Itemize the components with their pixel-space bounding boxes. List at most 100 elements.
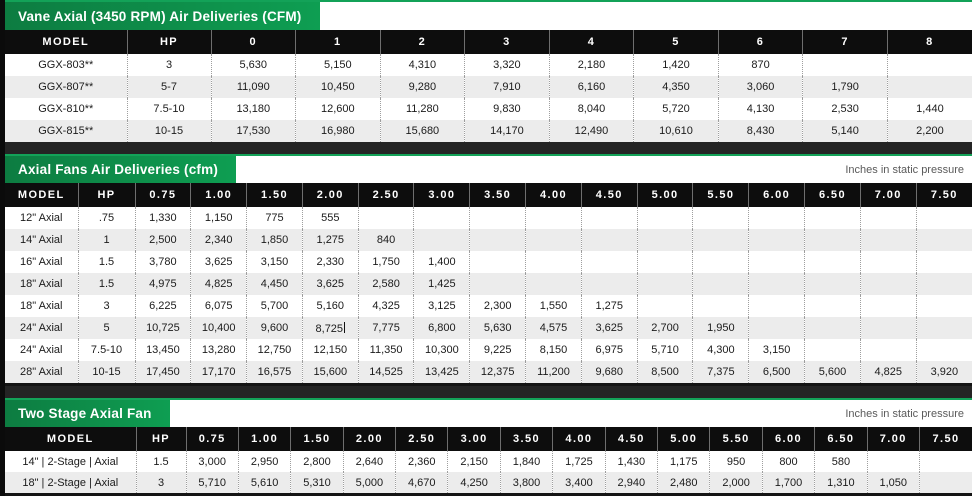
data-cell[interactable]: 1,425 — [413, 273, 470, 295]
model-cell[interactable]: GGX-807** — [5, 76, 127, 98]
data-cell[interactable] — [692, 273, 749, 295]
hp-cell[interactable]: 10-15 — [126, 120, 211, 142]
data-cell[interactable]: 13,425 — [413, 361, 470, 383]
data-cell[interactable] — [580, 229, 638, 251]
data-cell[interactable]: 16,980 — [295, 120, 381, 142]
data-cell[interactable] — [859, 207, 917, 229]
hp-cell[interactable]: 7.5-10 — [126, 98, 211, 120]
data-cell[interactable] — [804, 339, 861, 361]
hp-cell[interactable]: 1.5 — [77, 273, 135, 295]
data-cell[interactable] — [915, 295, 972, 317]
hp-cell[interactable]: 1.5 — [77, 251, 135, 273]
data-cell[interactable]: 6,500 — [748, 361, 805, 383]
data-cell[interactable]: 4,310 — [379, 54, 465, 76]
data-cell[interactable]: 4,670 — [395, 472, 448, 493]
data-cell[interactable] — [804, 273, 861, 295]
data-cell[interactable]: 2,950 — [237, 451, 291, 472]
data-cell[interactable]: 4,575 — [525, 317, 582, 339]
data-cell[interactable]: 800 — [761, 451, 815, 472]
data-cell[interactable] — [915, 207, 972, 229]
data-cell[interactable]: 4,250 — [447, 472, 501, 493]
data-cell[interactable]: 9,680 — [580, 361, 638, 383]
data-cell[interactable]: 2,300 — [469, 295, 526, 317]
data-cell[interactable]: 555 — [301, 207, 359, 229]
data-cell[interactable]: 1,420 — [633, 54, 719, 76]
data-cell[interactable] — [692, 229, 749, 251]
data-cell[interactable] — [804, 251, 861, 273]
data-cell[interactable]: 11,350 — [357, 339, 414, 361]
data-cell[interactable]: 15,680 — [379, 120, 465, 142]
model-cell[interactable]: 18" Axial — [5, 295, 78, 317]
data-cell[interactable] — [748, 207, 805, 229]
data-cell[interactable] — [886, 76, 972, 98]
data-cell[interactable]: 17,450 — [134, 361, 191, 383]
data-cell[interactable]: 5,150 — [295, 54, 381, 76]
data-cell[interactable]: 15,600 — [301, 361, 359, 383]
data-cell[interactable]: 775 — [246, 207, 303, 229]
data-cell[interactable] — [636, 295, 693, 317]
data-cell[interactable] — [859, 273, 917, 295]
data-cell[interactable] — [859, 229, 917, 251]
data-cell[interactable]: 2,640 — [342, 451, 396, 472]
data-cell[interactable]: 6,160 — [548, 76, 634, 98]
data-cell[interactable] — [915, 339, 972, 361]
data-cell[interactable]: 3,000 — [185, 451, 239, 472]
model-cell[interactable]: 24" Axial — [5, 317, 78, 339]
data-cell[interactable]: 2,360 — [395, 451, 448, 472]
data-cell[interactable]: 2,480 — [657, 472, 710, 493]
data-cell[interactable]: 7,775 — [357, 317, 414, 339]
data-cell[interactable] — [692, 295, 749, 317]
data-cell[interactable] — [748, 229, 805, 251]
data-cell[interactable]: 9,280 — [379, 76, 465, 98]
data-cell[interactable]: 1,790 — [802, 76, 888, 98]
data-cell[interactable]: 3,920 — [915, 361, 972, 383]
data-cell[interactable]: 1,310 — [814, 472, 868, 493]
data-cell[interactable]: 3,150 — [246, 251, 303, 273]
data-cell[interactable] — [918, 472, 972, 493]
data-cell[interactable]: 4,130 — [717, 98, 803, 120]
data-cell[interactable] — [636, 251, 693, 273]
data-cell[interactable]: 5,600 — [804, 361, 861, 383]
data-cell[interactable]: 13,280 — [190, 339, 247, 361]
data-cell[interactable] — [636, 229, 693, 251]
data-cell[interactable] — [469, 251, 526, 273]
hp-cell[interactable]: 5 — [77, 317, 135, 339]
hp-cell[interactable]: .75 — [77, 207, 135, 229]
hp-cell[interactable]: 7.5-10 — [77, 339, 135, 361]
data-cell[interactable] — [859, 251, 917, 273]
data-cell[interactable]: 13,180 — [210, 98, 296, 120]
data-cell[interactable] — [469, 207, 526, 229]
data-cell[interactable]: 5,140 — [802, 120, 888, 142]
data-cell[interactable]: 12,375 — [469, 361, 526, 383]
data-cell[interactable]: 9,830 — [464, 98, 550, 120]
hp-cell[interactable]: 3 — [135, 472, 186, 493]
data-cell[interactable]: 2,180 — [548, 54, 634, 76]
data-cell[interactable]: 9,600 — [246, 317, 303, 339]
data-cell[interactable]: 3,060 — [717, 76, 803, 98]
data-cell[interactable] — [580, 207, 638, 229]
data-cell[interactable]: 870 — [717, 54, 803, 76]
data-cell[interactable] — [748, 273, 805, 295]
data-cell[interactable] — [918, 451, 972, 472]
data-cell[interactable]: 7,910 — [464, 76, 550, 98]
data-cell[interactable]: 5,630 — [469, 317, 526, 339]
data-cell[interactable]: 12,490 — [548, 120, 634, 142]
model-cell[interactable]: 12" Axial — [5, 207, 78, 229]
data-cell[interactable] — [866, 451, 920, 472]
data-cell[interactable] — [413, 229, 470, 251]
data-cell[interactable]: 5,310 — [290, 472, 344, 493]
data-cell[interactable]: 12,750 — [246, 339, 303, 361]
data-cell[interactable]: 3,125 — [413, 295, 470, 317]
hp-cell[interactable]: 3 — [77, 295, 135, 317]
data-cell[interactable]: 2,150 — [447, 451, 501, 472]
data-cell[interactable]: 1,840 — [499, 451, 553, 472]
data-cell[interactable]: 1,750 — [357, 251, 414, 273]
data-cell[interactable]: 3,780 — [134, 251, 191, 273]
data-cell[interactable]: 2,800 — [290, 451, 344, 472]
data-cell[interactable]: 2,330 — [301, 251, 359, 273]
data-cell[interactable]: 1,700 — [761, 472, 815, 493]
data-cell[interactable]: 5,610 — [237, 472, 291, 493]
data-cell[interactable]: 5,720 — [633, 98, 719, 120]
data-cell[interactable]: 8,150 — [525, 339, 582, 361]
model-cell[interactable]: 16" Axial — [5, 251, 78, 273]
